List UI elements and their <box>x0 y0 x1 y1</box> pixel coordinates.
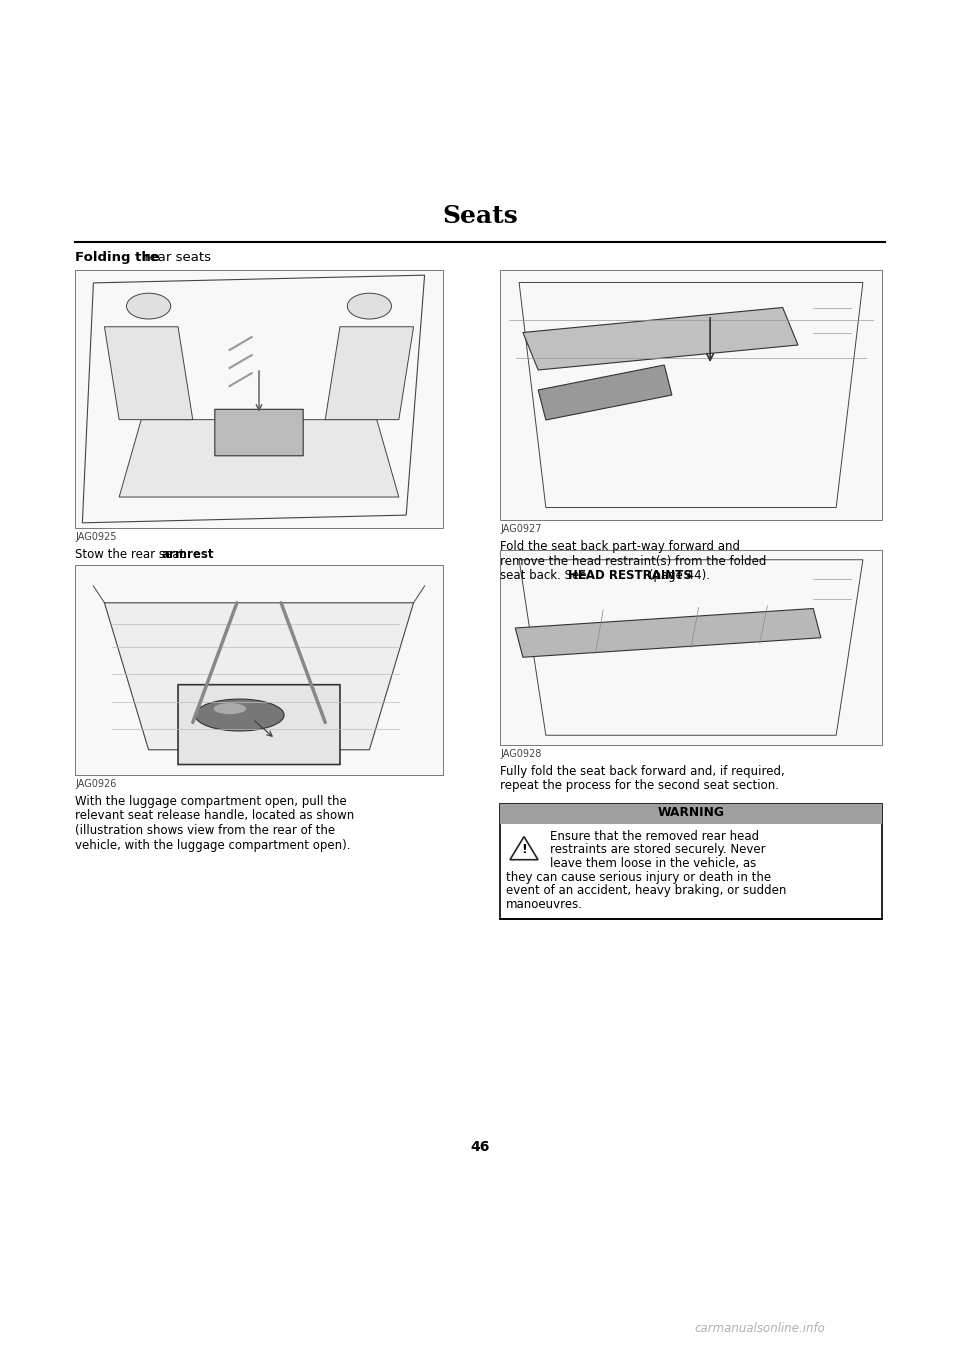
FancyBboxPatch shape <box>178 684 340 765</box>
Text: remove the head restraint(s) from the folded: remove the head restraint(s) from the fo… <box>500 554 766 568</box>
Text: Folding the: Folding the <box>75 251 159 263</box>
Text: vehicle, with the luggage compartment open).: vehicle, with the luggage compartment op… <box>75 838 350 851</box>
Polygon shape <box>105 603 414 750</box>
Text: Ensure that the removed rear head: Ensure that the removed rear head <box>550 830 759 843</box>
Text: (illustration shows view from the rear of the: (illustration shows view from the rear o… <box>75 824 335 837</box>
Bar <box>500 804 882 919</box>
Text: armrest: armrest <box>161 549 214 561</box>
Polygon shape <box>523 307 798 369</box>
Ellipse shape <box>127 293 171 319</box>
Bar <box>500 804 882 824</box>
Polygon shape <box>539 365 672 420</box>
Text: relevant seat release handle, located as shown: relevant seat release handle, located as… <box>75 809 354 823</box>
Text: Seats: Seats <box>443 204 517 228</box>
Text: JAG0927: JAG0927 <box>500 524 541 534</box>
Ellipse shape <box>348 293 392 319</box>
Text: JAG0928: JAG0928 <box>500 750 541 759</box>
Polygon shape <box>105 327 193 420</box>
Bar <box>75 565 443 775</box>
Text: Fold the seat back part-way forward and: Fold the seat back part-way forward and <box>500 540 740 553</box>
Text: (page 44).: (page 44). <box>645 569 709 583</box>
Text: they can cause serious injury or death in the: they can cause serious injury or death i… <box>506 870 771 884</box>
Text: repeat the process for the second seat section.: repeat the process for the second seat s… <box>500 779 779 793</box>
Polygon shape <box>119 420 398 497</box>
Text: .: . <box>194 549 198 561</box>
Text: JAG0925: JAG0925 <box>75 532 116 542</box>
Text: HEAD RESTRAINTS: HEAD RESTRAINTS <box>568 569 692 583</box>
Text: carmanualsonline.info: carmanualsonline.info <box>695 1321 826 1335</box>
Ellipse shape <box>195 699 284 731</box>
Text: !: ! <box>521 843 527 857</box>
Text: restraints are stored securely. Never: restraints are stored securely. Never <box>550 843 766 857</box>
Bar <box>500 550 882 746</box>
Text: Stow the rear seat: Stow the rear seat <box>75 549 188 561</box>
Text: seat back. See: seat back. See <box>500 569 590 583</box>
Text: 46: 46 <box>470 1139 490 1154</box>
Text: With the luggage compartment open, pull the: With the luggage compartment open, pull … <box>75 794 347 808</box>
FancyBboxPatch shape <box>215 409 303 456</box>
Text: leave them loose in the vehicle, as: leave them loose in the vehicle, as <box>550 857 756 870</box>
Ellipse shape <box>214 703 246 714</box>
Text: WARNING: WARNING <box>658 807 725 819</box>
Text: manoeuvres.: manoeuvres. <box>506 898 583 910</box>
Bar <box>500 270 882 520</box>
Text: rear seats: rear seats <box>140 251 211 263</box>
Bar <box>75 270 443 528</box>
Polygon shape <box>325 327 414 420</box>
Polygon shape <box>516 608 821 657</box>
Text: event of an accident, heavy braking, or sudden: event of an accident, heavy braking, or … <box>506 884 786 898</box>
Text: JAG0926: JAG0926 <box>75 779 116 789</box>
Polygon shape <box>510 837 538 860</box>
Text: Fully fold the seat back forward and, if required,: Fully fold the seat back forward and, if… <box>500 765 784 778</box>
